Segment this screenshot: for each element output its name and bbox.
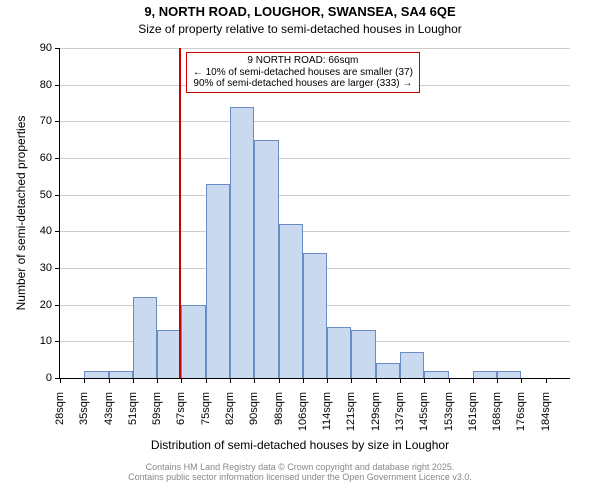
y-axis-line: [59, 48, 60, 378]
bar: [303, 253, 327, 378]
x-axis-line: [60, 378, 570, 379]
bar: [351, 330, 375, 378]
y-axis-label: Number of semi-detached properties: [14, 48, 28, 378]
x-tick-label: 43sqm: [103, 392, 115, 442]
x-tick-label: 59sqm: [151, 392, 163, 442]
x-tick-mark: [254, 378, 255, 383]
bar: [230, 107, 254, 378]
x-tick-label: 137sqm: [394, 392, 406, 442]
bar: [279, 224, 303, 378]
marker-line: [179, 48, 181, 378]
y-tick-mark: [55, 85, 60, 86]
bar: [181, 305, 205, 378]
x-tick-label: 153sqm: [443, 392, 455, 442]
x-tick-mark: [400, 378, 401, 383]
x-tick-mark: [206, 378, 207, 383]
x-tick-mark: [109, 378, 110, 383]
bar: [133, 297, 157, 378]
gridline: [60, 48, 570, 49]
gridline: [60, 195, 570, 196]
x-tick-label: 82sqm: [224, 392, 236, 442]
x-tick-mark: [327, 378, 328, 383]
y-tick-label: 40: [26, 225, 52, 237]
bar: [254, 140, 278, 378]
footer-line-2: Contains public sector information licen…: [0, 472, 600, 482]
footer: Contains HM Land Registry data © Crown c…: [0, 462, 600, 482]
x-tick-label: 129sqm: [370, 392, 382, 442]
x-tick-label: 161sqm: [467, 392, 479, 442]
x-tick-label: 35sqm: [78, 392, 90, 442]
y-tick-mark: [55, 231, 60, 232]
chart-subtitle: Size of property relative to semi-detach…: [0, 22, 600, 36]
y-tick-label: 50: [26, 189, 52, 201]
x-tick-mark: [181, 378, 182, 383]
x-tick-label: 184sqm: [540, 392, 552, 442]
x-tick-label: 168sqm: [491, 392, 503, 442]
x-tick-label: 28sqm: [54, 392, 66, 442]
x-tick-label: 90sqm: [248, 392, 260, 442]
annot-line-2: ← 10% of semi-detached houses are smalle…: [193, 67, 413, 79]
bar: [109, 371, 133, 378]
x-tick-label: 51sqm: [127, 392, 139, 442]
y-tick-mark: [55, 305, 60, 306]
plot-area: 9 NORTH ROAD: 66sqm ← 10% of semi-detach…: [60, 48, 570, 378]
x-tick-mark: [351, 378, 352, 383]
y-tick-mark: [55, 195, 60, 196]
gridline: [60, 121, 570, 122]
y-tick-mark: [55, 341, 60, 342]
gridline: [60, 231, 570, 232]
x-tick-mark: [133, 378, 134, 383]
x-tick-label: 67sqm: [175, 392, 187, 442]
x-tick-label: 114sqm: [321, 392, 333, 442]
bar: [376, 363, 400, 378]
chart-title: 9, NORTH ROAD, LOUGHOR, SWANSEA, SA4 6QE: [0, 4, 600, 19]
annot-line-3: 90% of semi-detached houses are larger (…: [193, 78, 413, 90]
bar: [497, 371, 521, 378]
footer-line-1: Contains HM Land Registry data © Crown c…: [0, 462, 600, 472]
y-tick-label: 20: [26, 299, 52, 311]
bar: [206, 184, 230, 378]
x-tick-label: 106sqm: [297, 392, 309, 442]
x-tick-label: 98sqm: [273, 392, 285, 442]
x-tick-label: 121sqm: [345, 392, 357, 442]
x-tick-mark: [449, 378, 450, 383]
y-tick-label: 0: [26, 372, 52, 384]
y-tick-label: 30: [26, 262, 52, 274]
x-tick-mark: [473, 378, 474, 383]
y-tick-mark: [55, 268, 60, 269]
y-tick-mark: [55, 158, 60, 159]
x-tick-mark: [521, 378, 522, 383]
annotation-box: 9 NORTH ROAD: 66sqm ← 10% of semi-detach…: [186, 52, 420, 93]
x-tick-label: 145sqm: [418, 392, 430, 442]
x-tick-mark: [497, 378, 498, 383]
x-tick-mark: [376, 378, 377, 383]
x-tick-mark: [546, 378, 547, 383]
bar: [400, 352, 424, 378]
gridline: [60, 158, 570, 159]
bar: [327, 327, 351, 378]
bar: [473, 371, 497, 378]
x-tick-label: 75sqm: [200, 392, 212, 442]
y-tick-mark: [55, 48, 60, 49]
x-tick-mark: [230, 378, 231, 383]
y-tick-label: 80: [26, 79, 52, 91]
annot-line-1: 9 NORTH ROAD: 66sqm: [193, 55, 413, 67]
y-tick-label: 60: [26, 152, 52, 164]
x-tick-mark: [424, 378, 425, 383]
x-tick-mark: [303, 378, 304, 383]
x-tick-label: 176sqm: [515, 392, 527, 442]
bar: [424, 371, 448, 378]
x-tick-mark: [157, 378, 158, 383]
x-tick-mark: [60, 378, 61, 383]
y-tick-label: 10: [26, 335, 52, 347]
y-tick-mark: [55, 121, 60, 122]
y-tick-label: 70: [26, 115, 52, 127]
bar: [157, 330, 181, 378]
x-tick-mark: [84, 378, 85, 383]
bar: [84, 371, 108, 378]
y-tick-label: 90: [26, 42, 52, 54]
x-tick-mark: [279, 378, 280, 383]
